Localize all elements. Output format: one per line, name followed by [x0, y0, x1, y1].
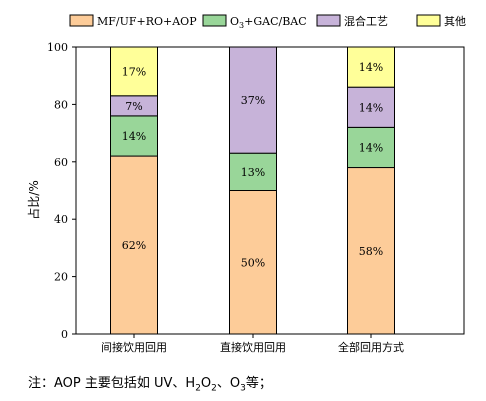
y-tick-label-0: 0	[61, 328, 68, 341]
x-tick-label-1: 间接饮用回用	[101, 341, 167, 354]
legend-swatch-3	[316, 14, 341, 27]
legend-swatch-4	[416, 14, 441, 27]
bar-label-2-2: 13%	[241, 166, 265, 179]
bar-label-3-1: 7%	[125, 100, 142, 113]
bar-label-3-2: 37%	[241, 94, 265, 107]
y-axis: 0 20 40 60 80 100	[47, 41, 76, 341]
bar-label-2-3: 14%	[359, 141, 383, 154]
bar-1-3	[347, 167, 395, 335]
footnote-prefix: 注：AOP 主要包括如 UV、H	[28, 376, 196, 391]
y-tick-label-60: 60	[54, 156, 68, 169]
footnote-sub-2: 2	[211, 383, 217, 394]
footnote: 注：AOP 主要包括如 UV、H2O2、O3等；	[28, 372, 272, 394]
legend-label-2: O3+GAC/BAC	[230, 15, 307, 30]
legend-swatch-2	[202, 14, 227, 27]
bar-label-2-1: 14%	[122, 130, 146, 143]
footnote-sub-1: 2	[195, 383, 201, 394]
bar-label-3-3: 14%	[359, 101, 383, 114]
y-tick-label-100: 100	[47, 41, 68, 54]
bar-4-3	[347, 46, 395, 88]
y-tick-label-40: 40	[54, 213, 68, 226]
y-axis-title: 占比/%	[26, 180, 41, 219]
legend-label-4: 其他	[444, 15, 466, 28]
footnote-mid-1: O	[200, 376, 212, 391]
y-tick-label-80: 80	[54, 98, 68, 111]
bar-label-1-3: 58%	[359, 245, 383, 258]
bar-2-3	[347, 126, 395, 169]
legend-label-1: MF/UF+RO+AOP	[97, 15, 197, 28]
footnote-sub-3: 3	[240, 383, 246, 394]
bar-3-3	[347, 86, 395, 128]
legend-label-3: 混合工艺	[344, 14, 388, 28]
legend: MF/UF+RO+AOP O3+GAC/BAC 混合工艺 其他	[69, 14, 466, 30]
bar-label-1-1: 62%	[122, 239, 146, 252]
bar-4-1	[110, 46, 158, 97]
bar-label-4-3: 14%	[359, 61, 383, 74]
bar-label-1-2: 50%	[241, 256, 265, 269]
footnote-mid-2: 、O	[216, 376, 241, 391]
plot-area: 62% 14% 7% 17% 50% 13% 37% 58% 14% 14% 14%	[75, 46, 465, 335]
bar-3-2	[229, 46, 277, 154]
y-tick-label-20: 20	[54, 271, 68, 284]
bar-label-4-1: 17%	[122, 65, 146, 78]
bar-2-2	[229, 152, 277, 192]
x-tick-label-3: 全部回用方式	[338, 340, 404, 354]
bar-2-1	[110, 115, 158, 157]
x-tick-label-2: 直接饮用回用	[220, 340, 286, 354]
footnote-suffix: 等；	[245, 376, 272, 391]
legend-swatch-1	[69, 14, 94, 27]
x-axis: 间接饮用回用 直接饮用回用 全部回用方式	[101, 334, 404, 354]
